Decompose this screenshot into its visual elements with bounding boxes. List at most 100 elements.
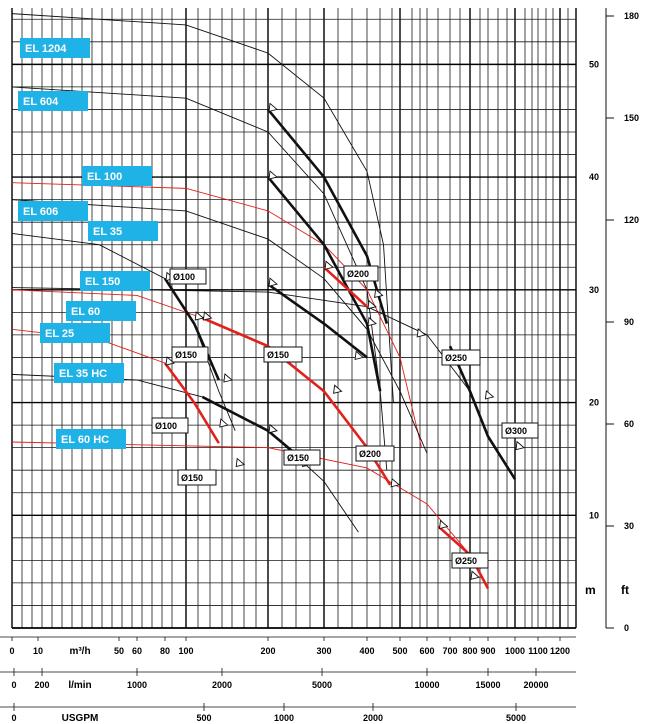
diameter-label: Ø150 <box>287 453 309 463</box>
diameter-label: Ø250 <box>455 556 477 566</box>
m-tick-label: 10 <box>589 510 599 520</box>
x1-tick-label: 1200 <box>550 646 570 656</box>
pump-tag <box>18 91 88 111</box>
diameter-label: Ø150 <box>267 350 289 360</box>
diameter-labels: Ø100 Ø150 Ø150 Ø100 Ø150 Ø150 Ø200 Ø200 Ø250 Ø300… <box>151 265 539 569</box>
triangle-marker <box>223 373 233 383</box>
pump-tag-label: EL 60 <box>71 306 100 318</box>
pump-tag <box>82 166 152 186</box>
x1-tick-label: 200 <box>260 646 275 656</box>
x1-tick-label: 10 <box>33 646 43 656</box>
pump-tag <box>40 323 110 343</box>
m-tick-label: 50 <box>589 59 599 69</box>
pump-tag-label: EL 604 <box>23 96 59 108</box>
x3-tick-label: 2000 <box>363 713 383 723</box>
x3-tick-label: 500 <box>196 713 211 723</box>
x2-tick-label: 2000 <box>212 680 232 690</box>
pump-tag <box>88 221 158 241</box>
triangle-marker <box>367 316 377 327</box>
operating-range <box>448 345 517 480</box>
curve-el-100 <box>11 182 423 448</box>
x2-tick-label: 10000 <box>414 680 439 690</box>
x1-tick-label: 400 <box>359 646 374 656</box>
diameter-box <box>355 445 395 462</box>
diameter-label: Ø200 <box>347 269 369 279</box>
diameter-box <box>501 422 539 439</box>
pump-tag-label: EL 150 <box>85 276 120 288</box>
triangle-marker <box>268 170 278 180</box>
triangle-marker <box>354 350 365 361</box>
operating-range <box>323 266 368 308</box>
triangle-marker <box>219 418 229 428</box>
ft-tick-label: 60 <box>624 419 634 429</box>
diameter-label: Ø150 <box>175 350 197 360</box>
ft-tick-label: 180 <box>624 11 639 21</box>
ft-tick-label: 30 <box>624 521 634 531</box>
diameter-label: Ø250 <box>445 353 467 363</box>
m-tick-label: 30 <box>589 285 599 295</box>
triangle-marker <box>390 477 401 488</box>
x1-tick-label: 50 <box>114 646 124 656</box>
diameter-box <box>343 265 379 282</box>
diameter-box <box>451 552 489 569</box>
ft-tick-label: 120 <box>624 215 639 225</box>
pump-tag-label: EL 25 <box>45 328 74 340</box>
x1-tick-label: 900 <box>480 646 495 656</box>
diameter-label: Ø300 <box>505 426 527 436</box>
x1-tick-label: 800 <box>462 646 477 656</box>
triangle-marker <box>268 102 278 113</box>
x1-tick-label: 80 <box>160 646 170 656</box>
ft-tick-label: 90 <box>624 317 634 327</box>
x3-tick-label: 5000 <box>506 713 526 723</box>
x1-tick-label: 0 <box>9 646 14 656</box>
pump-tag-label: EL 35 <box>93 226 122 238</box>
curve-el-1204 <box>11 13 394 403</box>
pump-tag <box>80 271 150 291</box>
x1-tick-label: 600 <box>419 646 434 656</box>
triangle-marker <box>333 384 343 394</box>
curve-el-606 <box>11 199 428 454</box>
x2-unit: l/min <box>68 680 91 691</box>
ft-unit-label: ft <box>621 583 629 597</box>
operating-range <box>163 277 220 381</box>
pump-tag-label: EL 606 <box>23 206 58 218</box>
triangle-marker <box>268 277 278 287</box>
pump-tag <box>18 201 88 221</box>
triangle-marker <box>235 457 246 468</box>
operating-range <box>163 362 220 444</box>
x1-unit: m³/h <box>69 646 90 657</box>
operating-range <box>267 283 368 359</box>
triangle-marker <box>374 288 384 299</box>
triangle-marker <box>515 440 525 451</box>
diameter-box <box>441 349 481 366</box>
x1-tick-label: 1000 <box>505 646 525 656</box>
triangle-marker <box>438 519 449 530</box>
triangle-marker <box>194 311 205 321</box>
triangle-marker <box>367 299 377 310</box>
x1-tick-label: 100 <box>178 646 193 656</box>
diameter-label: Ø100 <box>173 272 195 282</box>
diameter-label: Ø150 <box>181 473 203 483</box>
x2-tick-label: 20000 <box>523 680 548 690</box>
x2-tick-label: 15000 <box>475 680 500 690</box>
triangle-marker <box>484 390 495 400</box>
diameter-label: Ø100 <box>155 421 177 431</box>
x1-tick-label: 1100 <box>528 646 548 656</box>
pump-labels: EL 1204 EL 604 EL 100 EL 606 EL 35 EL 150 EL 6… <box>18 38 158 449</box>
operating-range <box>266 108 389 325</box>
diameter-box <box>169 268 207 285</box>
pump-tag-label: EL 100 <box>87 171 122 183</box>
ft-tick-label: 0 <box>624 623 629 633</box>
pump-tag <box>54 363 124 383</box>
m-tick-label: 20 <box>589 398 599 408</box>
operating-range <box>266 176 382 392</box>
pump-tag-label: EL 1204 <box>25 43 67 55</box>
x1-tick-label: 700 <box>442 646 457 656</box>
x2-tick-label: 5000 <box>312 680 332 690</box>
diameter-label: Ø200 <box>359 449 381 459</box>
pump-tag <box>66 301 136 321</box>
diameter-box <box>263 346 303 363</box>
triangle-marker <box>470 570 480 580</box>
